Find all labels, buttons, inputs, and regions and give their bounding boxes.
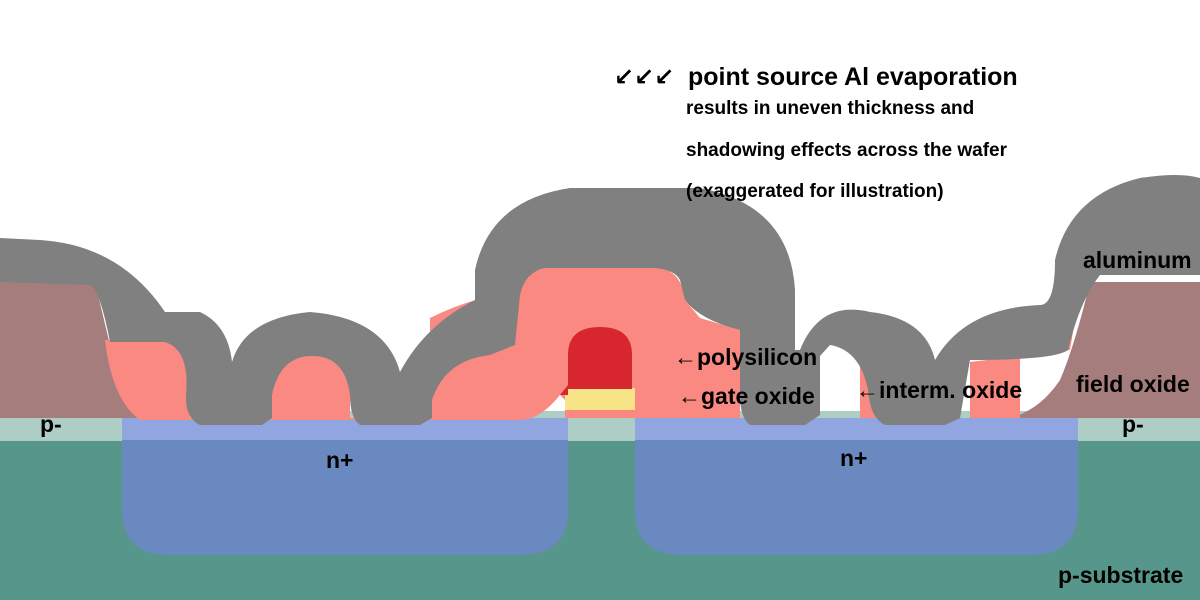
n-plus-region-right [635, 418, 1078, 555]
p-substrate-label: p-substrate [1058, 562, 1183, 588]
annotation-line-1: results in uneven thickness and [686, 98, 974, 119]
field-oxide-label: field oxide [1076, 371, 1190, 397]
n-plus-region-left [122, 418, 568, 555]
gate-oxide-label: ←gate oxide [678, 383, 815, 409]
polysilicon-left-foot [560, 385, 568, 395]
aluminum-layer [0, 175, 1200, 425]
annotation-line-2: shadowing effects across the wafer [686, 140, 1008, 161]
interm-oxide-label: ←interm. oxide [856, 377, 1022, 403]
polysilicon-gate [568, 327, 632, 389]
evaporation-headline: point source Al evaporation [688, 63, 1018, 91]
field-oxide-right [1010, 282, 1200, 418]
n-plus-label-right: n+ [840, 445, 867, 471]
n-plus-label-left: n+ [326, 447, 353, 473]
polysilicon-label: ←polysilicon [674, 344, 817, 370]
gate-oxide [565, 388, 635, 410]
aluminum-label: aluminum [1083, 247, 1192, 273]
annotation-line-3: (exaggerated for illustration) [686, 181, 944, 202]
n-plus-surface-left [122, 418, 568, 440]
n-plus-surface-right [635, 418, 1078, 440]
evaporation-arrows: ↙↙↙ [614, 64, 674, 91]
p-minus-label-left: p- [40, 411, 62, 437]
p-minus-label-right: p- [1122, 411, 1144, 437]
